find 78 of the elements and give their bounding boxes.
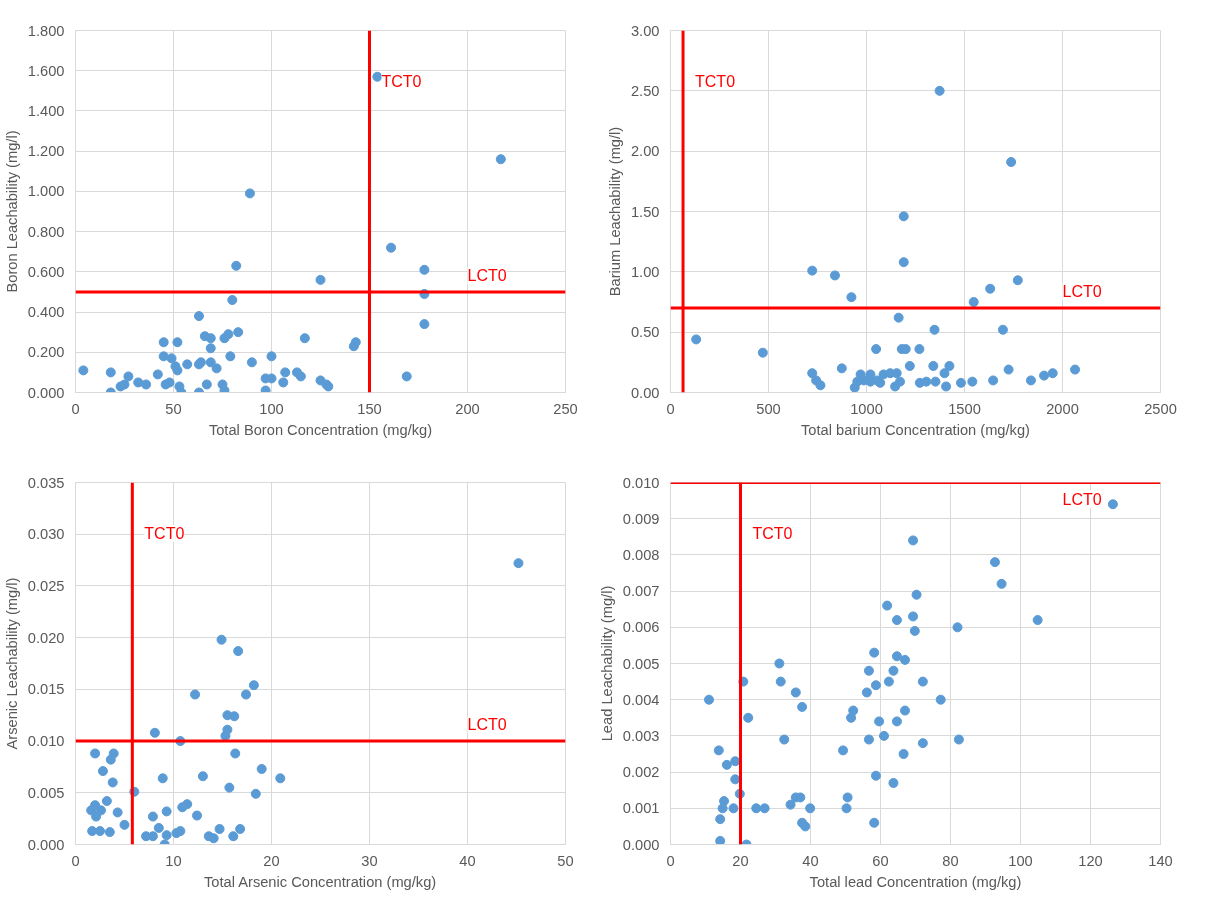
y-tick-label: 0.020 [27, 629, 65, 646]
ref-line-label: LCT0 [467, 266, 507, 284]
x-tick-label: 150 [357, 400, 382, 417]
y-tick-label: 0.007 [622, 583, 660, 600]
y-tick-label: 0.000 [622, 836, 660, 853]
x-tick-label: 50 [165, 400, 182, 417]
y-tick-label: 0.005 [622, 655, 660, 672]
y-tick-label: 0.800 [27, 223, 65, 240]
y-tick-label: 1.000 [27, 183, 65, 200]
y-tick-label: 0.001 [622, 800, 660, 817]
y-tick-label: 1.00 [630, 263, 660, 280]
x-tick-label: 40 [459, 852, 476, 869]
y-tick-label: 1.200 [27, 143, 65, 160]
x-tick-label: 2500 [1144, 400, 1177, 417]
y-axis-title: Boron Leachability (mg/l) [3, 130, 20, 293]
y-tick-label: 0.009 [622, 510, 660, 527]
y-tick-label: 1.400 [27, 102, 65, 119]
y-tick-label: 0.002 [622, 764, 660, 781]
y-tick-label: 0.400 [27, 304, 65, 321]
ref-line-label: LCT0 [1062, 490, 1102, 508]
y-tick-label: 0.010 [622, 474, 660, 491]
y-axis-title: Arsenic Leachability (mg/l) [3, 577, 20, 750]
y-tick-label: 0.00 [630, 384, 660, 401]
x-tick-label: 1500 [948, 400, 981, 417]
y-tick-label: 0.200 [27, 344, 65, 361]
x-tick-label: 2000 [1046, 400, 1079, 417]
x-tick-label: 0 [666, 852, 675, 869]
x-tick-label: 30 [361, 852, 378, 869]
y-tick-label: 0.035 [27, 474, 65, 491]
y-tick-label: 0.004 [622, 691, 660, 708]
y-tick-label: 0.005 [27, 784, 65, 801]
x-tick-label: 1000 [850, 400, 883, 417]
y-tick-label: 1.600 [27, 62, 65, 79]
ref-line-label: TCT0 [695, 72, 736, 90]
x-tick-label: 100 [1008, 852, 1033, 869]
y-tick-label: 0.000 [27, 384, 65, 401]
y-tick-label: 2.50 [630, 82, 660, 99]
y-tick-label: 0.006 [622, 619, 660, 636]
x-tick-label: 20 [732, 852, 749, 869]
x-axis-title: Total lead Concentration (mg/kg) [809, 873, 1022, 890]
x-tick-label: 60 [872, 852, 889, 869]
ref-line-label: TCT0 [144, 524, 185, 542]
x-tick-label: 250 [553, 400, 578, 417]
x-tick-label: 20 [263, 852, 280, 869]
y-tick-label: 0.000 [27, 836, 65, 853]
x-tick-label: 120 [1078, 852, 1103, 869]
y-tick-label: 0.50 [630, 324, 660, 341]
y-tick-label: 1.50 [630, 203, 660, 220]
x-tick-label: 40 [802, 852, 819, 869]
ref-line-label: TCT0 [381, 72, 422, 90]
y-tick-label: 3.00 [630, 22, 660, 39]
ref-line-label: LCT0 [1062, 283, 1102, 301]
x-tick-label: 200 [455, 400, 480, 417]
y-tick-label: 0.030 [27, 526, 65, 543]
x-axis-title: Total Arsenic Concentration (mg/kg) [204, 873, 437, 890]
y-tick-label: 0.015 [27, 681, 65, 698]
y-tick-label: 1.800 [27, 22, 65, 39]
x-tick-label: 50 [557, 852, 574, 869]
ref-line-label: LCT0 [467, 716, 507, 734]
ref-line-label: TCT0 [752, 524, 793, 542]
x-tick-label: 10 [165, 852, 182, 869]
x-tick-label: 0 [666, 400, 675, 417]
y-tick-label: 0.025 [27, 577, 65, 594]
x-axis-title: Total Boron Concentration (mg/kg) [208, 421, 433, 438]
x-tick-label: 0 [71, 852, 80, 869]
y-axis-title: Barium Leachability (mg/l) [606, 126, 623, 297]
x-tick-label: 140 [1148, 852, 1173, 869]
y-tick-label: 0.600 [27, 263, 65, 280]
x-tick-label: 80 [942, 852, 959, 869]
y-axis-title: Lead Leachability (mg/l) [598, 585, 615, 742]
x-tick-label: 100 [259, 400, 284, 417]
y-tick-label: 2.00 [630, 143, 660, 160]
x-tick-label: 0 [71, 400, 80, 417]
x-tick-label: 500 [756, 400, 781, 417]
y-tick-label: 0.003 [622, 727, 660, 744]
y-tick-label: 0.008 [622, 546, 660, 563]
x-axis-title: Total barium Concentration (mg/kg) [801, 421, 1030, 438]
y-tick-label: 0.010 [27, 733, 65, 750]
